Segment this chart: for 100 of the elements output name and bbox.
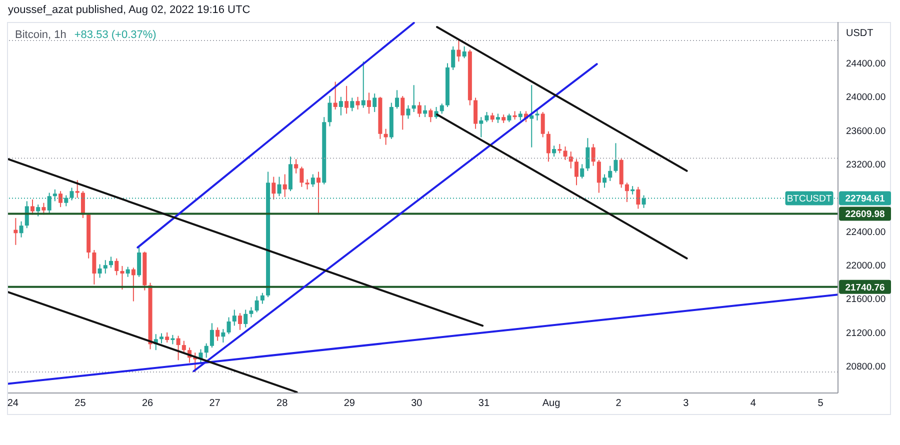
candlestick	[546, 130, 550, 162]
candlestick	[204, 342, 208, 358]
candlestick	[338, 96, 343, 116]
candlestick	[462, 46, 466, 59]
y-tick-label: 22000.00	[846, 260, 886, 272]
candlestick	[316, 171, 321, 216]
candlestick	[479, 116, 484, 138]
candlestick	[19, 220, 24, 238]
candlestick	[552, 145, 556, 158]
candlestick	[372, 93, 377, 113]
candlestick	[356, 96, 360, 110]
candlestick	[535, 108, 540, 121]
y-tick-label: 24400.00	[846, 58, 886, 70]
x-tick-label: Aug	[542, 398, 560, 410]
candlestick	[226, 316, 231, 335]
candlestick	[568, 151, 573, 169]
ref-line-label: 21740.76	[845, 282, 885, 294]
candlestick	[221, 328, 226, 344]
candlestick	[131, 267, 136, 302]
candlestick	[474, 97, 478, 130]
x-tick-label: 29	[344, 398, 356, 410]
candlestick	[238, 312, 242, 330]
y-tick-label: 23600.00	[846, 126, 886, 137]
x-tick-label: 24	[7, 398, 19, 410]
candlestick	[440, 103, 444, 114]
candlestick	[417, 101, 422, 118]
candlestick	[456, 40, 461, 62]
candlestick	[193, 352, 198, 372]
candlestick	[159, 332, 164, 344]
x-tick-label: 4	[750, 398, 756, 410]
y-tick-label: 21200.00	[846, 328, 886, 339]
x-tick-label: 25	[74, 398, 86, 410]
y-axis-title: USDT	[846, 28, 874, 39]
y-tick-label: 22400.00	[846, 226, 886, 238]
candlestick	[120, 265, 124, 290]
candlestick	[249, 306, 254, 318]
candlestick	[490, 112, 494, 123]
candlestick	[300, 166, 304, 188]
candlestick	[272, 176, 276, 200]
y-tick-label: 21600.00	[846, 294, 886, 306]
candlestick	[608, 165, 612, 182]
candlestick	[182, 340, 186, 354]
candlestick	[384, 128, 388, 146]
x-tick-label: 31	[478, 398, 490, 410]
candlestick	[344, 85, 349, 114]
candlestick	[563, 146, 568, 160]
y-tick-label: 24000.00	[846, 92, 886, 104]
candlestick	[518, 110, 522, 121]
candlestick	[109, 256, 114, 268]
candlestick	[260, 292, 264, 304]
candlestick	[496, 113, 500, 124]
candlestick	[277, 176, 282, 197]
candlestick	[58, 190, 63, 208]
candlestick	[428, 108, 433, 123]
candlestick	[30, 199, 34, 216]
candlestick	[574, 158, 578, 186]
candlestick	[92, 249, 96, 285]
annotation: BTCUSDT	[786, 194, 832, 205]
x-tick-label: 26	[142, 398, 154, 410]
candlestick	[406, 104, 410, 120]
candlestick	[591, 143, 596, 166]
candlestick	[103, 260, 108, 274]
candlestick	[540, 112, 545, 138]
candlestick	[596, 159, 601, 194]
ref-line-label: 22609.98	[845, 209, 885, 220]
candlestick	[602, 174, 607, 188]
candlestick	[254, 296, 259, 313]
candlestick	[176, 335, 180, 361]
candlestick	[137, 246, 142, 278]
text: Bitcoin, 1h	[15, 29, 66, 41]
x-tick-label: 2	[616, 398, 622, 410]
candlestick	[361, 61, 366, 108]
annotation: +83.53 (+0.37%)	[74, 29, 156, 41]
candlestick	[305, 178, 310, 190]
candlestick	[395, 90, 400, 110]
candlestick	[580, 164, 584, 179]
y-tick-label: 23200.00	[846, 160, 886, 171]
x-tick-label: 27	[209, 398, 221, 410]
candlestick	[586, 138, 590, 172]
candlestick	[216, 326, 220, 342]
candlestick	[165, 332, 170, 344]
candlestick	[451, 46, 456, 70]
candlestick	[624, 182, 629, 203]
candlestick	[366, 92, 371, 114]
candlestick	[328, 96, 332, 127]
ref-line-label: 22794.61	[845, 194, 886, 205]
candlestick	[232, 309, 236, 326]
candlestick	[75, 180, 80, 198]
candlestick	[636, 186, 640, 210]
candlestick	[350, 97, 354, 112]
candlestick	[98, 264, 102, 278]
text: youssef_azat published, Aug 02, 2022 19:16 UTC	[8, 4, 250, 16]
candlestick	[36, 204, 40, 217]
candlestick	[614, 142, 618, 174]
candlestick	[282, 174, 287, 198]
candlestick	[210, 322, 214, 348]
x-tick-label: 5	[818, 398, 824, 410]
candlestick	[400, 96, 405, 130]
candlestick	[310, 174, 315, 188]
candlestick	[484, 112, 489, 123]
